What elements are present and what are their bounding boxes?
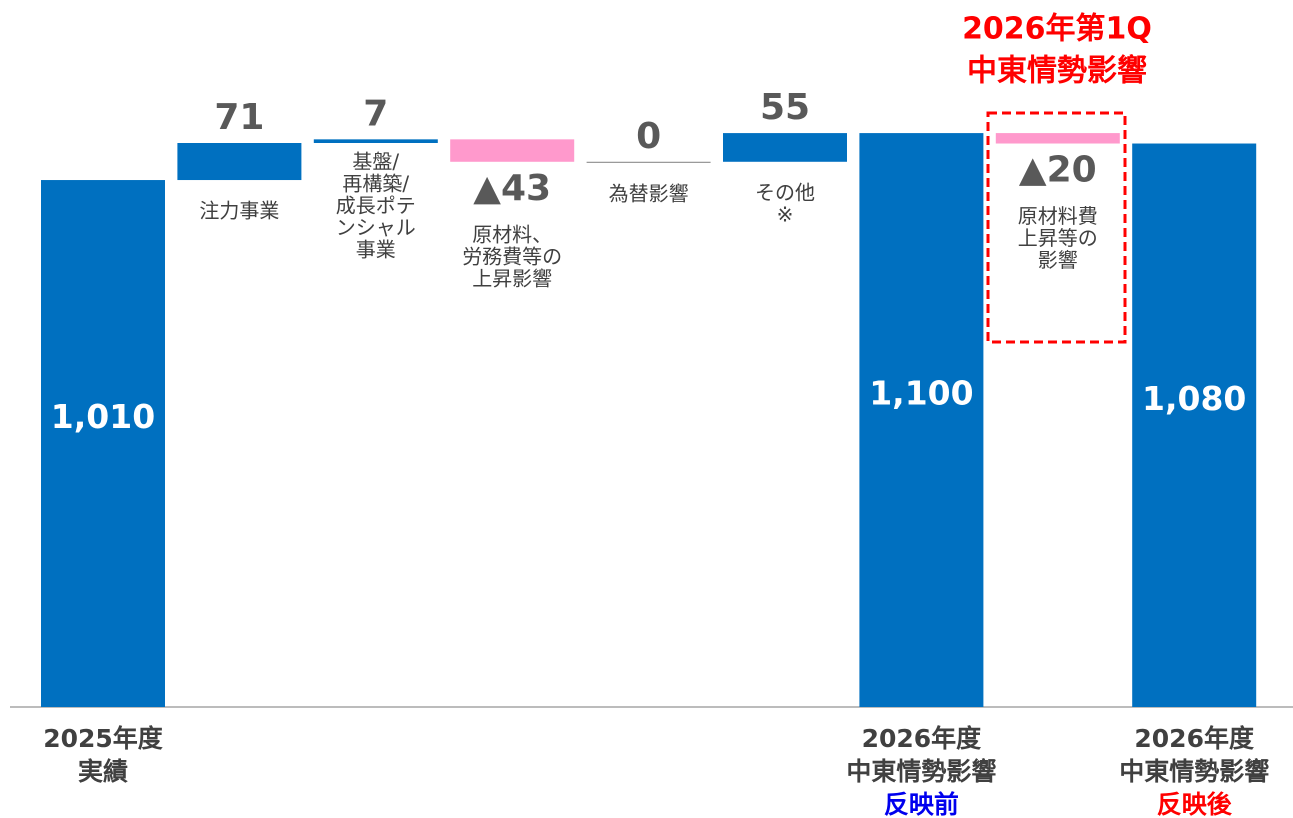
category-label: 2025年度	[43, 724, 163, 753]
category-label: 実績	[78, 757, 128, 786]
category-label: 成長ポテ	[336, 194, 416, 218]
value-label: ▲20	[1019, 150, 1097, 191]
value-label: 1,080	[1142, 379, 1246, 418]
annotation: 中東情勢影響	[967, 54, 1147, 89]
bar	[995, 133, 1120, 144]
bar	[313, 139, 438, 143]
category-label: 事業	[356, 238, 396, 262]
bar	[1132, 143, 1257, 708]
bar	[41, 180, 165, 708]
category-label: 反映後	[1157, 790, 1233, 818]
category-label: 為替影響	[609, 181, 689, 205]
value-label: ▲43	[473, 168, 551, 209]
category-label: ※	[777, 202, 794, 226]
bar	[586, 161, 711, 163]
category-label: 影響	[1038, 248, 1078, 272]
category-label: 中東情勢影響	[846, 757, 996, 786]
bar	[177, 143, 302, 181]
category-label: 2026年度	[1134, 724, 1254, 753]
category-label: 原材料、	[472, 222, 552, 246]
value-label: 1,010	[51, 397, 155, 436]
bar	[859, 133, 984, 707]
highlight-box	[986, 111, 1127, 344]
category-label: 再構築/	[342, 172, 409, 196]
category-label: 上昇影響	[472, 266, 552, 290]
category-label: ンシャル	[336, 216, 416, 240]
bar	[450, 139, 575, 162]
category-label: その他	[755, 180, 815, 204]
category-label: 原材料費	[1018, 204, 1098, 228]
value-label: 0	[636, 116, 661, 157]
category-label: 基盤/	[352, 150, 399, 174]
category-label: 注力事業	[199, 199, 279, 223]
value-label: 71	[214, 97, 264, 138]
bar	[723, 133, 847, 162]
category-label: 労務費等の	[462, 244, 562, 268]
category-label: 2026年度	[862, 724, 982, 753]
annotation: 2026年第1Q	[962, 12, 1152, 47]
value-label: 55	[760, 87, 810, 128]
value-label: 7	[363, 93, 388, 134]
value-label: 1,100	[869, 374, 973, 413]
category-label: 中東情勢影響	[1119, 757, 1269, 786]
category-label: 上昇等の	[1018, 226, 1098, 250]
category-label: 反映前	[884, 790, 959, 818]
